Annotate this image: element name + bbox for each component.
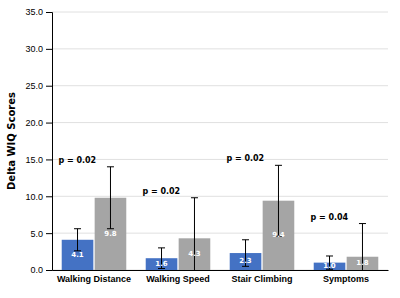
y-tick: 5.0 — [30, 229, 52, 239]
x-tick-label: Walking Distance — [57, 274, 131, 284]
plot: 0.0 5.0 10.0 15.0 20.0 25.0 30.0 35.0 Walking Di… — [25, 7, 388, 290]
data-label: 9.4 — [272, 231, 285, 239]
y-axis: 0.0 5.0 10.0 15.0 20.0 25.0 30.0 35.0 — [25, 7, 52, 275]
y-tick-label: 30.0 — [25, 44, 43, 54]
error-cap — [107, 166, 114, 167]
error-cap — [74, 228, 81, 229]
y-axis-line — [46, 13, 53, 271]
error-cap — [158, 247, 165, 248]
y-tick-label: 25.0 — [25, 81, 43, 91]
annotation: p = 0.02 — [58, 156, 96, 165]
y-tick-mark — [46, 12, 52, 13]
error-cap — [191, 197, 198, 198]
x-tick: Walking Speed — [146, 270, 210, 284]
error-cap — [275, 165, 282, 166]
y-tick-mark — [46, 123, 52, 124]
series — [95, 165, 379, 270]
y-tick: 0.0 — [30, 265, 52, 275]
data-label: 1.0 — [323, 262, 336, 270]
y-tick-mark — [46, 233, 52, 234]
data-label: 1.6 — [155, 260, 168, 268]
y-tick: 20.0 — [25, 118, 52, 128]
y-tick: 15.0 — [25, 155, 52, 165]
x-tick-label: Stair Climbing — [231, 274, 292, 284]
labels: 4.1 1.6 2.3 1.0 9.8 4.3 9.4 1.8 p = 0.02 p = 0.02… — [58, 154, 368, 270]
error-cap — [242, 266, 249, 267]
chart: 0.0 5.0 10.0 15.0 20.0 25.0 30.0 35.0 Walking Di… — [0, 0, 400, 298]
data-label: 2.3 — [239, 257, 252, 265]
error-bar — [74, 229, 81, 251]
y-tick-mark — [46, 86, 52, 87]
data-label: 9.8 — [104, 230, 117, 238]
y-tick-mark — [46, 196, 52, 197]
error-bar — [275, 165, 282, 236]
y-axis-title: Delta WIQ Scores — [6, 92, 17, 190]
x-tick: Walking Distance — [57, 270, 131, 284]
y-tick-mark — [46, 49, 52, 50]
error-line — [194, 198, 195, 270]
bar — [146, 258, 178, 270]
error-cap — [326, 255, 333, 256]
y-tick: 35.0 — [25, 7, 52, 17]
y-tick: 30.0 — [25, 44, 52, 54]
y-tick-label: 15.0 — [25, 155, 43, 165]
annotation: p = 0.02 — [142, 187, 180, 196]
y-tick-mark — [46, 159, 52, 160]
y-tick-label: 5.0 — [30, 229, 43, 239]
error-cap — [242, 239, 249, 240]
grid-line — [52, 122, 388, 123]
x-tick-label: Symptoms — [323, 274, 369, 284]
x-tick: Stair Climbing — [231, 270, 292, 284]
grid-line — [52, 12, 388, 13]
y-tick: 10.0 — [25, 192, 52, 202]
y-tick-label: 20.0 — [25, 118, 43, 128]
grid-line — [52, 196, 388, 197]
annotation: p = 0.04 — [310, 213, 348, 222]
error-bar — [107, 167, 114, 229]
grid-line — [52, 48, 388, 49]
bar — [314, 263, 346, 270]
error-cap — [359, 223, 366, 224]
x-tick: Symptoms — [323, 270, 369, 284]
error-line — [278, 165, 279, 236]
x-tick-label: Walking Speed — [146, 274, 210, 284]
annotation: p = 0.02 — [226, 154, 264, 163]
grid-line — [52, 85, 388, 86]
error-line — [110, 167, 111, 229]
x-axis: Walking Distance Walking Speed Stair Climb… — [53, 270, 389, 284]
y-tick-label: 35.0 — [25, 7, 43, 17]
y-tick-mark — [46, 270, 52, 271]
grid-line — [52, 159, 388, 160]
y-tick-label: 10.0 — [25, 192, 43, 202]
error-line — [77, 229, 78, 251]
y-tick: 25.0 — [25, 81, 52, 91]
data-label: 1.8 — [356, 259, 369, 267]
x-axis-line — [53, 270, 389, 271]
y-tick-label: 0.0 — [30, 265, 43, 275]
error-bar — [191, 198, 198, 270]
error-cap — [158, 268, 165, 269]
data-label: 4.1 — [71, 251, 84, 259]
bars — [62, 165, 379, 270]
grid — [52, 12, 388, 270]
data-label: 4.3 — [188, 250, 201, 258]
